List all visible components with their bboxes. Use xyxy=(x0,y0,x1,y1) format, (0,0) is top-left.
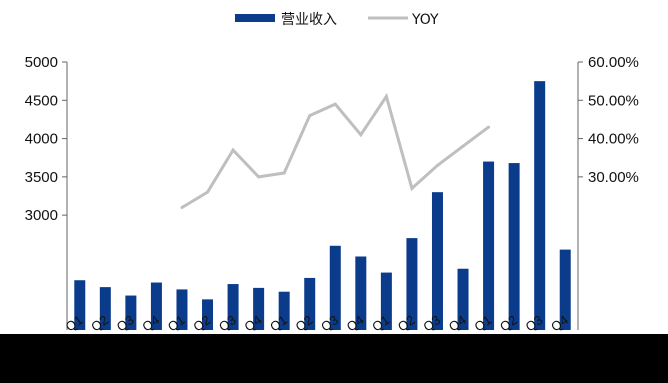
revenue-bar xyxy=(125,295,137,330)
revenue-bar xyxy=(355,256,367,330)
yoy-point xyxy=(257,175,261,179)
revenue-bar xyxy=(559,249,571,330)
legend-label-yoy: YOY xyxy=(411,12,439,28)
revenue-bar xyxy=(431,192,443,330)
yoy-point xyxy=(461,144,465,148)
revenue-bar xyxy=(508,163,520,330)
legend-label-revenue: 营业收入 xyxy=(281,12,337,28)
revenue-bar xyxy=(278,291,290,330)
yoy-point xyxy=(410,186,414,190)
revenue-bar xyxy=(457,268,469,330)
yoy-polyline xyxy=(181,92,490,209)
revenue-bar xyxy=(99,287,111,330)
revenue-bar xyxy=(176,289,188,330)
revenue-bar xyxy=(227,284,239,330)
y-right-tick-label: 60.00% xyxy=(588,54,639,71)
revenue-bar xyxy=(534,81,546,331)
y-right-tick-label: 40.00% xyxy=(588,131,639,148)
yoy-point xyxy=(180,205,184,209)
yoy-point xyxy=(206,190,210,194)
yoy-point xyxy=(359,133,363,137)
y-left-tick-label: 3500 xyxy=(25,169,58,186)
revenue-bar xyxy=(380,272,392,330)
yoy-point xyxy=(231,148,235,152)
y-right-tick-label: 30.00% xyxy=(588,169,639,186)
revenue-bar xyxy=(406,238,418,330)
x-axis-categories: Q1 Q2 Q3 Q4 Q1 Q2 Q3 Q4 Q1 Q2 Q3 Q4 Q1 Q2 Q3 Q4 Q1 Q2 Q3 Q4 xyxy=(63,312,571,334)
y-axis-left-ticks: 5000 4500 4000 3500 3000 xyxy=(25,54,67,224)
footer-band xyxy=(0,334,668,383)
y-right-tick-label: 50.00% xyxy=(588,92,639,109)
y-left-tick-label: 3000 xyxy=(25,207,58,224)
yoy-point xyxy=(333,102,337,106)
legend: 营业收入 YOY xyxy=(235,12,439,28)
revenue-bar xyxy=(329,245,341,330)
revenue-bar xyxy=(304,277,316,330)
y-left-tick-label: 4500 xyxy=(25,92,58,109)
yoy-point xyxy=(384,94,388,98)
yoy-point xyxy=(487,125,491,129)
revenue-bars xyxy=(74,81,571,331)
yoy-point xyxy=(282,171,286,175)
y-axis-right-ticks: 60.00% 50.00% 40.00% 30.00% xyxy=(578,54,639,186)
yoy-point xyxy=(308,114,312,118)
yoy-point xyxy=(435,163,439,167)
y-left-tick-label: 5000 xyxy=(25,54,58,71)
yoy-line xyxy=(180,92,491,209)
revenue-bar xyxy=(74,280,86,330)
revenue-bar xyxy=(253,287,265,330)
revenue-bar xyxy=(483,161,495,330)
revenue-bar xyxy=(202,299,214,330)
legend-swatch-revenue xyxy=(235,14,275,22)
revenue-bar xyxy=(150,282,162,330)
y-left-tick-label: 4000 xyxy=(25,131,58,148)
